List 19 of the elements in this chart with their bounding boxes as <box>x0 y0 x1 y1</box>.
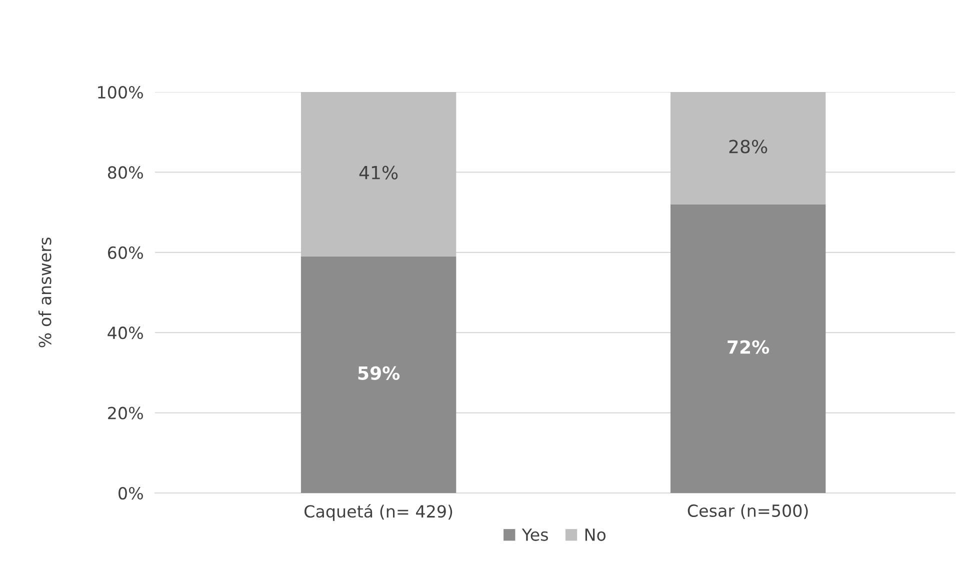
y-tick-label: 100% <box>98 86 143 99</box>
bar <box>300 256 456 493</box>
legend-label: Yes <box>522 528 548 541</box>
data-label: 41% <box>359 166 398 180</box>
data-label: 59% <box>358 366 400 380</box>
y-tick-label: 40% <box>108 326 143 340</box>
y-tick-label: 0% <box>118 486 143 500</box>
bar <box>300 92 456 256</box>
data-label: 28% <box>729 140 768 154</box>
legend-label: No <box>585 528 606 541</box>
bar <box>670 92 826 204</box>
y-axis-title: % of answers <box>38 238 52 348</box>
y-tick-label: 20% <box>108 406 143 420</box>
data-label: 72% <box>728 340 770 354</box>
bar <box>670 204 826 493</box>
y-tick-label: 80% <box>108 166 143 179</box>
x-tick-label: Caquetá (n= 429) <box>304 504 452 521</box>
y-tick-label: 60% <box>108 246 143 259</box>
x-tick-label: Cesar (n=500) <box>688 504 808 519</box>
